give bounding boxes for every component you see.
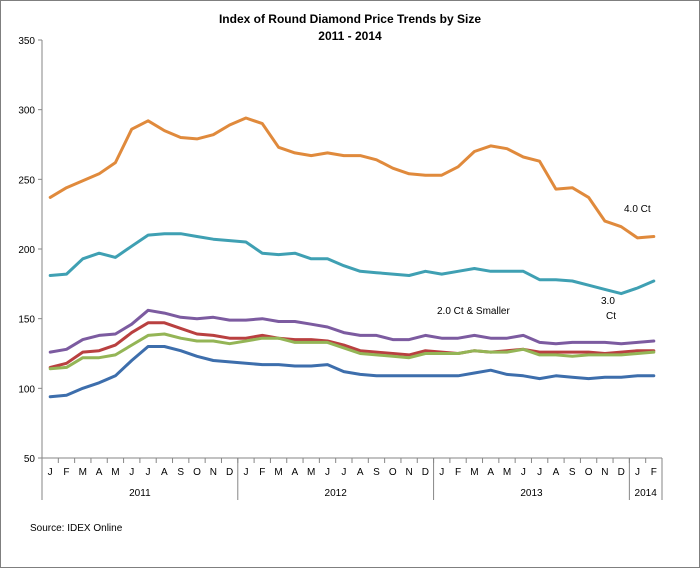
month-label: D bbox=[422, 467, 429, 478]
y-tick-label: 350 bbox=[18, 36, 35, 47]
y-tick-label: 100 bbox=[18, 384, 35, 395]
series-annotation: Ct bbox=[606, 311, 616, 322]
year-label: 2012 bbox=[325, 488, 348, 499]
x-tick-labels: J F M A M J J A S O N D J F M A M J J A S O N D J F M A M J J A S O N D J F20… bbox=[48, 467, 658, 499]
series-line-1 bbox=[48, 232, 656, 296]
month-label: D bbox=[618, 467, 625, 478]
month-label: J bbox=[243, 467, 248, 478]
y-tick-label: 300 bbox=[18, 106, 35, 117]
month-label: A bbox=[487, 467, 494, 478]
month-label: J bbox=[537, 467, 542, 478]
series-annotation: 3.0 bbox=[601, 296, 615, 307]
source-note: Source: IDEX Online bbox=[30, 523, 123, 534]
series-lines bbox=[48, 116, 656, 399]
month-label: M bbox=[470, 467, 478, 478]
month-label: A bbox=[553, 467, 560, 478]
y-tick-label: 250 bbox=[18, 175, 35, 186]
month-label: N bbox=[601, 467, 608, 478]
month-label: J bbox=[129, 467, 134, 478]
month-label: N bbox=[210, 467, 217, 478]
month-label: J bbox=[146, 467, 151, 478]
month-label: J bbox=[48, 467, 53, 478]
chart-subtitle: 2011 - 2014 bbox=[318, 29, 382, 43]
month-label: J bbox=[341, 467, 346, 478]
month-label: J bbox=[635, 467, 640, 478]
month-label: O bbox=[389, 467, 397, 478]
month-label: O bbox=[193, 467, 201, 478]
month-label: F bbox=[455, 467, 461, 478]
chart-title: Index of Round Diamond Price Trends by S… bbox=[219, 12, 481, 26]
month-label: J bbox=[521, 467, 526, 478]
month-label: A bbox=[161, 467, 168, 478]
series-line-2 bbox=[48, 308, 656, 354]
y-tick-label: 200 bbox=[18, 245, 35, 256]
month-label: F bbox=[63, 467, 69, 478]
month-label: M bbox=[503, 467, 511, 478]
y-tick-labels: 50 100 150 200 250 300 350 bbox=[18, 36, 35, 465]
year-label: 2011 bbox=[129, 488, 151, 499]
series-line-4 bbox=[48, 332, 656, 371]
month-label: M bbox=[307, 467, 315, 478]
month-label: A bbox=[96, 467, 103, 478]
month-label: J bbox=[439, 467, 444, 478]
month-label: S bbox=[569, 467, 576, 478]
month-label: S bbox=[373, 467, 380, 478]
y-tick-label: 150 bbox=[18, 315, 35, 326]
annotations: 4.0 Ct 3.0 Ct 2.0 Ct & Smaller bbox=[437, 204, 651, 322]
month-label: A bbox=[292, 467, 299, 478]
series-line-3 bbox=[48, 321, 656, 369]
series-line-0 bbox=[48, 116, 656, 240]
month-label: M bbox=[111, 467, 119, 478]
month-label: M bbox=[274, 467, 282, 478]
axes bbox=[38, 39, 663, 500]
series-annotation: 2.0 Ct & Smaller bbox=[437, 306, 510, 317]
month-label: A bbox=[357, 467, 364, 478]
month-label: M bbox=[79, 467, 87, 478]
month-label: F bbox=[651, 467, 657, 478]
y-tick-label: 50 bbox=[24, 454, 36, 465]
month-label: D bbox=[226, 467, 233, 478]
month-label: S bbox=[177, 467, 184, 478]
year-label: 2013 bbox=[520, 488, 543, 499]
month-label: F bbox=[259, 467, 265, 478]
series-line-5 bbox=[48, 345, 656, 399]
month-label: N bbox=[405, 467, 412, 478]
series-annotation: 4.0 Ct bbox=[624, 204, 651, 215]
year-label: 2014 bbox=[635, 488, 658, 499]
month-label: O bbox=[585, 467, 593, 478]
month-label: J bbox=[325, 467, 330, 478]
